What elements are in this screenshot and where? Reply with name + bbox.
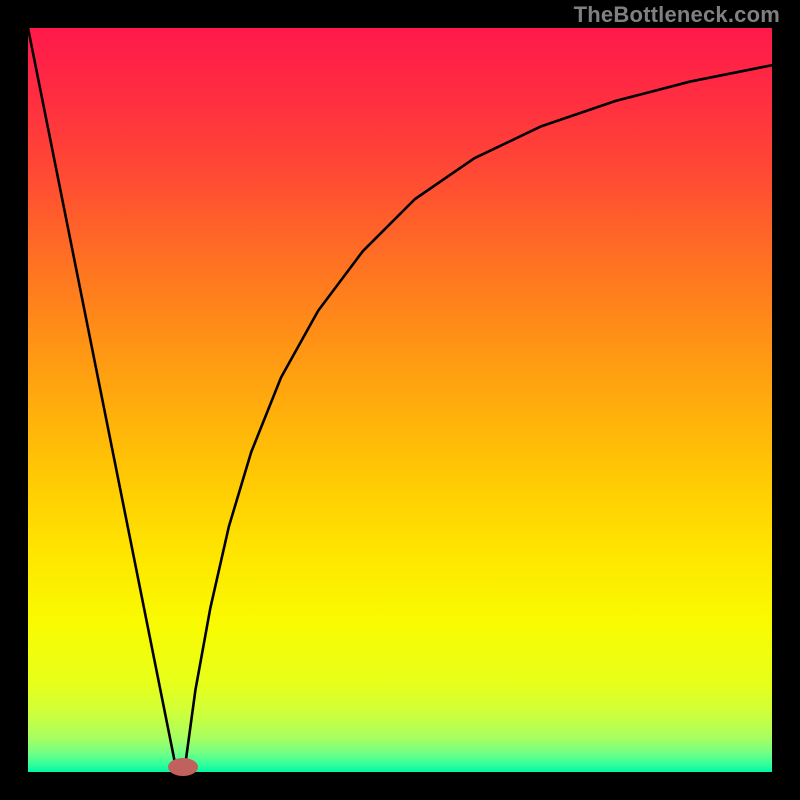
- chart-container: TheBottleneck.com: [0, 0, 800, 800]
- bottleneck-curve: [28, 28, 772, 772]
- optimal-point-marker: [168, 758, 198, 776]
- watermark-text: TheBottleneck.com: [574, 2, 780, 28]
- curve-layer: [0, 0, 800, 800]
